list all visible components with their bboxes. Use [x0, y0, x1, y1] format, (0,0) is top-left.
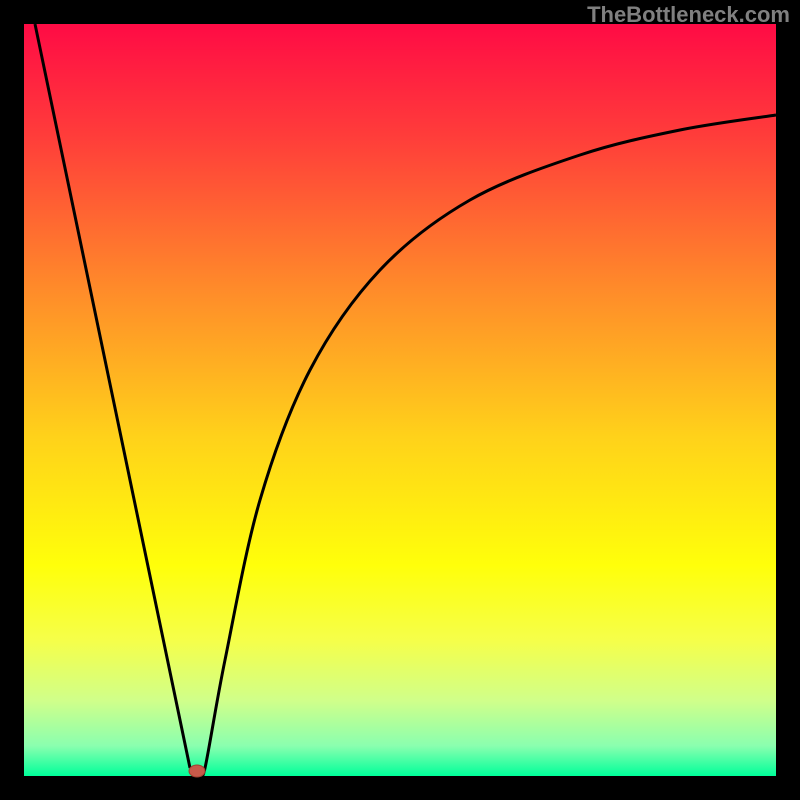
watermark-text: TheBottleneck.com [587, 2, 790, 28]
chart-container: TheBottleneck.com [0, 0, 800, 800]
chart-background [24, 24, 776, 776]
bottleneck-chart [0, 0, 800, 800]
minimum-marker [189, 765, 205, 777]
